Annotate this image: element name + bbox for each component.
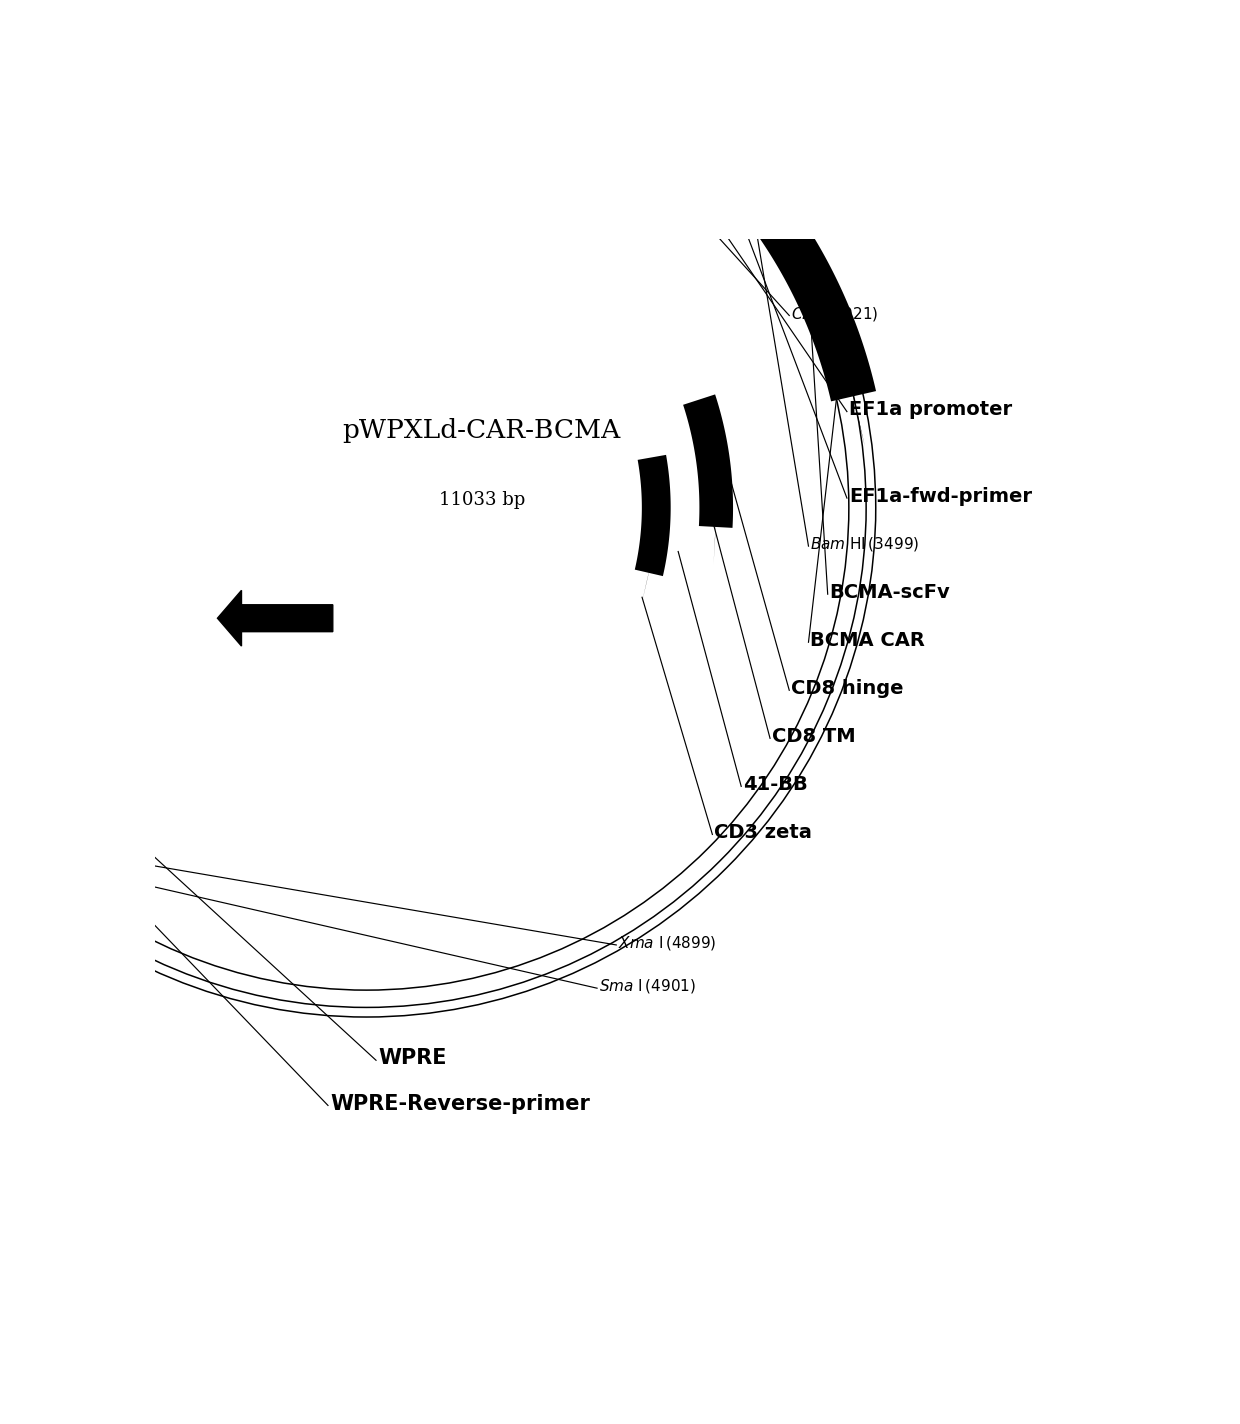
- Polygon shape: [713, 490, 718, 564]
- Polygon shape: [842, 347, 866, 447]
- Text: EF1a-fwd-primer: EF1a-fwd-primer: [849, 487, 1032, 506]
- Text: EF1a promoter: EF1a promoter: [849, 400, 1012, 419]
- Polygon shape: [497, 6, 702, 142]
- Text: CD3 zeta: CD3 zeta: [714, 823, 812, 842]
- Polygon shape: [641, 543, 656, 604]
- Polygon shape: [649, 93, 727, 158]
- Text: BCMA-scFv: BCMA-scFv: [830, 582, 950, 602]
- Polygon shape: [113, 130, 200, 182]
- Polygon shape: [635, 454, 671, 577]
- Text: 11033 bp: 11033 bp: [439, 491, 525, 508]
- Text: CD8 hinge: CD8 hinge: [791, 679, 904, 698]
- Text: $\it{Xma}$ $\rm{I\,(4899)}$: $\it{Xma}$ $\rm{I\,(4899)}$: [619, 934, 717, 953]
- Text: CD8 TM: CD8 TM: [773, 726, 856, 746]
- Polygon shape: [683, 394, 733, 528]
- Text: BCMA CAR: BCMA CAR: [811, 631, 925, 649]
- Text: 41-BB: 41-BB: [743, 775, 808, 795]
- Text: pWPXLd-CAR-BCMA: pWPXLd-CAR-BCMA: [342, 419, 621, 443]
- Polygon shape: [698, 131, 875, 402]
- Text: WPRE: WPRE: [378, 1048, 446, 1068]
- Polygon shape: [0, 137, 167, 345]
- Text: $\it{Sma}$ $\rm{I\,(4901)}$: $\it{Sma}$ $\rm{I\,(4901)}$: [599, 977, 696, 995]
- Text: $\it{Bam}$ $\rm{HI\,(3499)}$: $\it{Bam}$ $\rm{HI\,(3499)}$: [811, 535, 920, 553]
- Text: WPRE-Reverse-primer: WPRE-Reverse-primer: [330, 1094, 590, 1114]
- Text: $\it{Cla}$ $\rm{I\,(2021)}$: $\it{Cla}$ $\rm{I\,(2021)}$: [791, 305, 879, 323]
- FancyArrow shape: [217, 591, 332, 646]
